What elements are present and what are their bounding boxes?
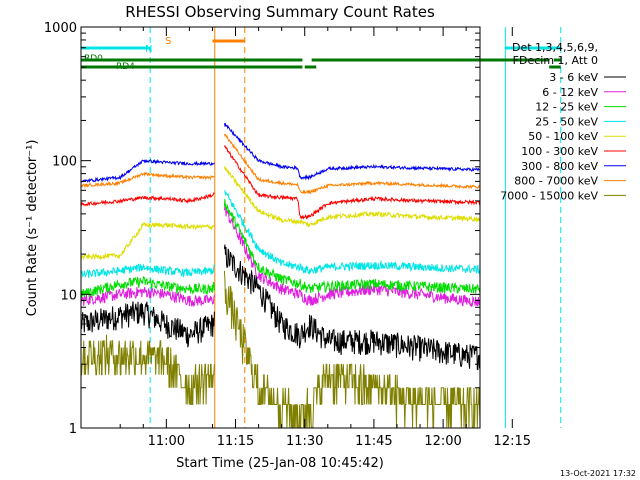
y-tick-label: 1000 xyxy=(44,21,77,36)
x-tick-label: 11:15 xyxy=(217,434,254,449)
y-axis-label: Count Rate (s⁻¹ detector⁻¹) xyxy=(25,140,40,317)
series-line-3-6-kev xyxy=(81,244,480,371)
x-tick-label: 11:30 xyxy=(286,434,323,449)
legend-entry-label: 12 - 25 keV xyxy=(535,101,598,114)
legend-entry-label: 100 - 300 keV xyxy=(521,145,598,158)
plot-area: N S RD0 RD4 xyxy=(80,27,562,428)
legend-entry-label: 25 - 50 keV xyxy=(535,115,598,128)
footer-timestamp: 13-Oct-2021 17:32 xyxy=(560,469,636,478)
y-tick-label: 100 xyxy=(52,155,77,170)
x-tick-label: 12:00 xyxy=(424,434,461,449)
plot-frame xyxy=(80,26,481,429)
state-label-n: N xyxy=(145,44,152,55)
series-line-300-800-kev xyxy=(81,122,480,184)
legend-header-line: FDecim 1, Att 0 xyxy=(513,54,598,67)
chart-title: RHESSI Observing Summary Count Rates xyxy=(125,3,435,21)
state-label-rd0: RD0 xyxy=(84,54,103,64)
series-line-12-25-kev xyxy=(81,198,480,299)
x-axis-label: Start Time (25-Jan-08 10:45:42) xyxy=(176,456,384,471)
legend: Det 1,3,4,5,6,9,FDecim 1, Att 0 3 - 6 keV… xyxy=(500,41,626,202)
series-line-6-12-kev xyxy=(81,204,480,308)
legend-entry-label: 3 - 6 keV xyxy=(549,71,598,84)
series-line-7000-15000-kev xyxy=(81,270,480,428)
x-tick-label: 11:45 xyxy=(355,434,392,449)
legend-entry-label: 50 - 100 keV xyxy=(528,130,598,143)
state-label-rd4: RD4 xyxy=(116,62,135,72)
state-label-s: S xyxy=(165,36,171,47)
x-tick-label: 12:15 xyxy=(494,434,531,449)
legend-entry-label: 7000 - 15000 keV xyxy=(500,189,598,202)
y-tick-label: 1 xyxy=(69,422,77,437)
series-line-100-300-kev xyxy=(81,144,480,220)
series-line-50-100-kev xyxy=(81,166,480,261)
legend-header-line: Det 1,3,4,5,6,9, xyxy=(512,41,598,54)
legend-entry-label: 800 - 7000 keV xyxy=(514,175,598,188)
y-tick-label: 10 xyxy=(60,288,77,303)
legend-entry-label: 300 - 800 keV xyxy=(521,160,598,173)
series-line-800-7000-kev xyxy=(81,133,480,195)
axes: 11:00 11:15 11:30 11:45 12:00 12:15 1 10 100 1000 xyxy=(44,21,531,449)
series-line-25-50-kev xyxy=(81,190,480,279)
x-tick-label: 11:00 xyxy=(148,434,185,449)
legend-entry-label: 6 - 12 keV xyxy=(542,86,598,99)
